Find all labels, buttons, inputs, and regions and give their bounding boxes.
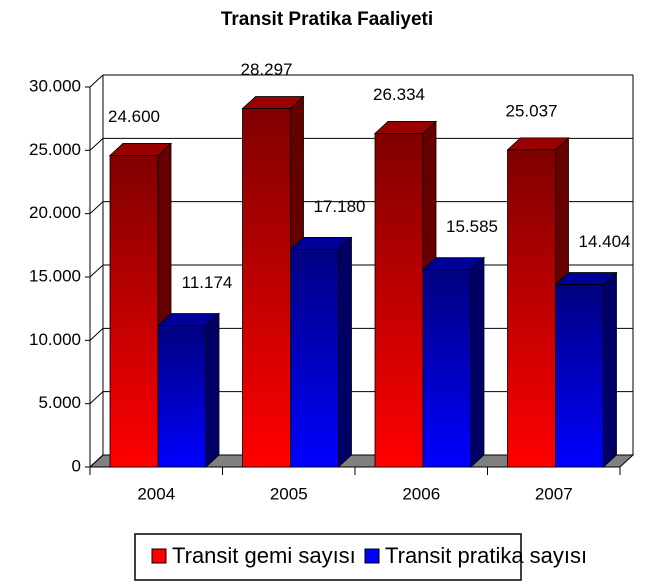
bar-shade	[375, 133, 423, 467]
bar-shade	[110, 155, 158, 467]
x-tick-label: 2004	[137, 484, 175, 503]
legend-label: Transit gemi sayısı	[172, 543, 356, 568]
bar-top-shade	[110, 143, 171, 156]
bar-side-shade	[471, 257, 484, 467]
chart-title: Transit Pratika Faaliyeti	[221, 9, 433, 30]
grid-line	[89, 201, 104, 215]
y-tick-label: 20.000	[29, 203, 81, 222]
bar-shade	[507, 149, 556, 467]
legend-label: Transit pratika sayısı	[385, 543, 587, 568]
y-tick-label: 15.000	[29, 266, 81, 285]
grid-line	[89, 137, 104, 151]
data-label: 15.585	[446, 217, 498, 236]
y-tick-label: 10.000	[29, 330, 81, 349]
bar-top-shade	[555, 272, 617, 285]
legend-box	[134, 533, 522, 581]
bar-top-shade	[290, 237, 352, 250]
bar-top-shade	[507, 137, 569, 150]
bar-side-shade	[338, 237, 352, 467]
bar-top-shade	[375, 121, 436, 134]
y-tick-label: 0	[72, 456, 81, 475]
legend-swatch	[364, 548, 380, 564]
bar-shade	[290, 249, 339, 467]
bar-side-shade	[206, 313, 219, 467]
data-label: 25.037	[506, 101, 558, 120]
bar-top-shade	[158, 313, 219, 326]
x-tick-label: 2005	[270, 484, 308, 503]
legend-swatch	[151, 548, 167, 564]
bar-top-shade	[242, 96, 304, 109]
bar-top-shade	[423, 257, 484, 270]
y-tick-label: 30.000	[29, 76, 81, 95]
grid-line	[89, 327, 104, 341]
data-label: 17.180	[314, 197, 366, 216]
bar-shade	[555, 284, 604, 467]
grid-line	[89, 264, 104, 278]
data-label: 11.174	[182, 273, 233, 292]
grid-line	[89, 454, 104, 468]
bar-side-shade	[603, 272, 617, 467]
grid-line	[89, 391, 104, 405]
data-label: 14.404	[579, 232, 631, 251]
bar-shade	[242, 108, 291, 467]
x-tick-label: 2006	[402, 484, 440, 503]
bar-shade	[158, 325, 206, 467]
y-tick-label: 25.000	[29, 140, 81, 159]
y-tick-label: 5.000	[38, 393, 81, 412]
data-label: 24.600	[108, 107, 160, 126]
x-tick-label: 2007	[535, 484, 573, 503]
data-label: 28.297	[241, 60, 293, 79]
data-label: 26.334	[373, 85, 425, 104]
bar-shade	[423, 269, 471, 467]
grid-line	[89, 74, 104, 88]
